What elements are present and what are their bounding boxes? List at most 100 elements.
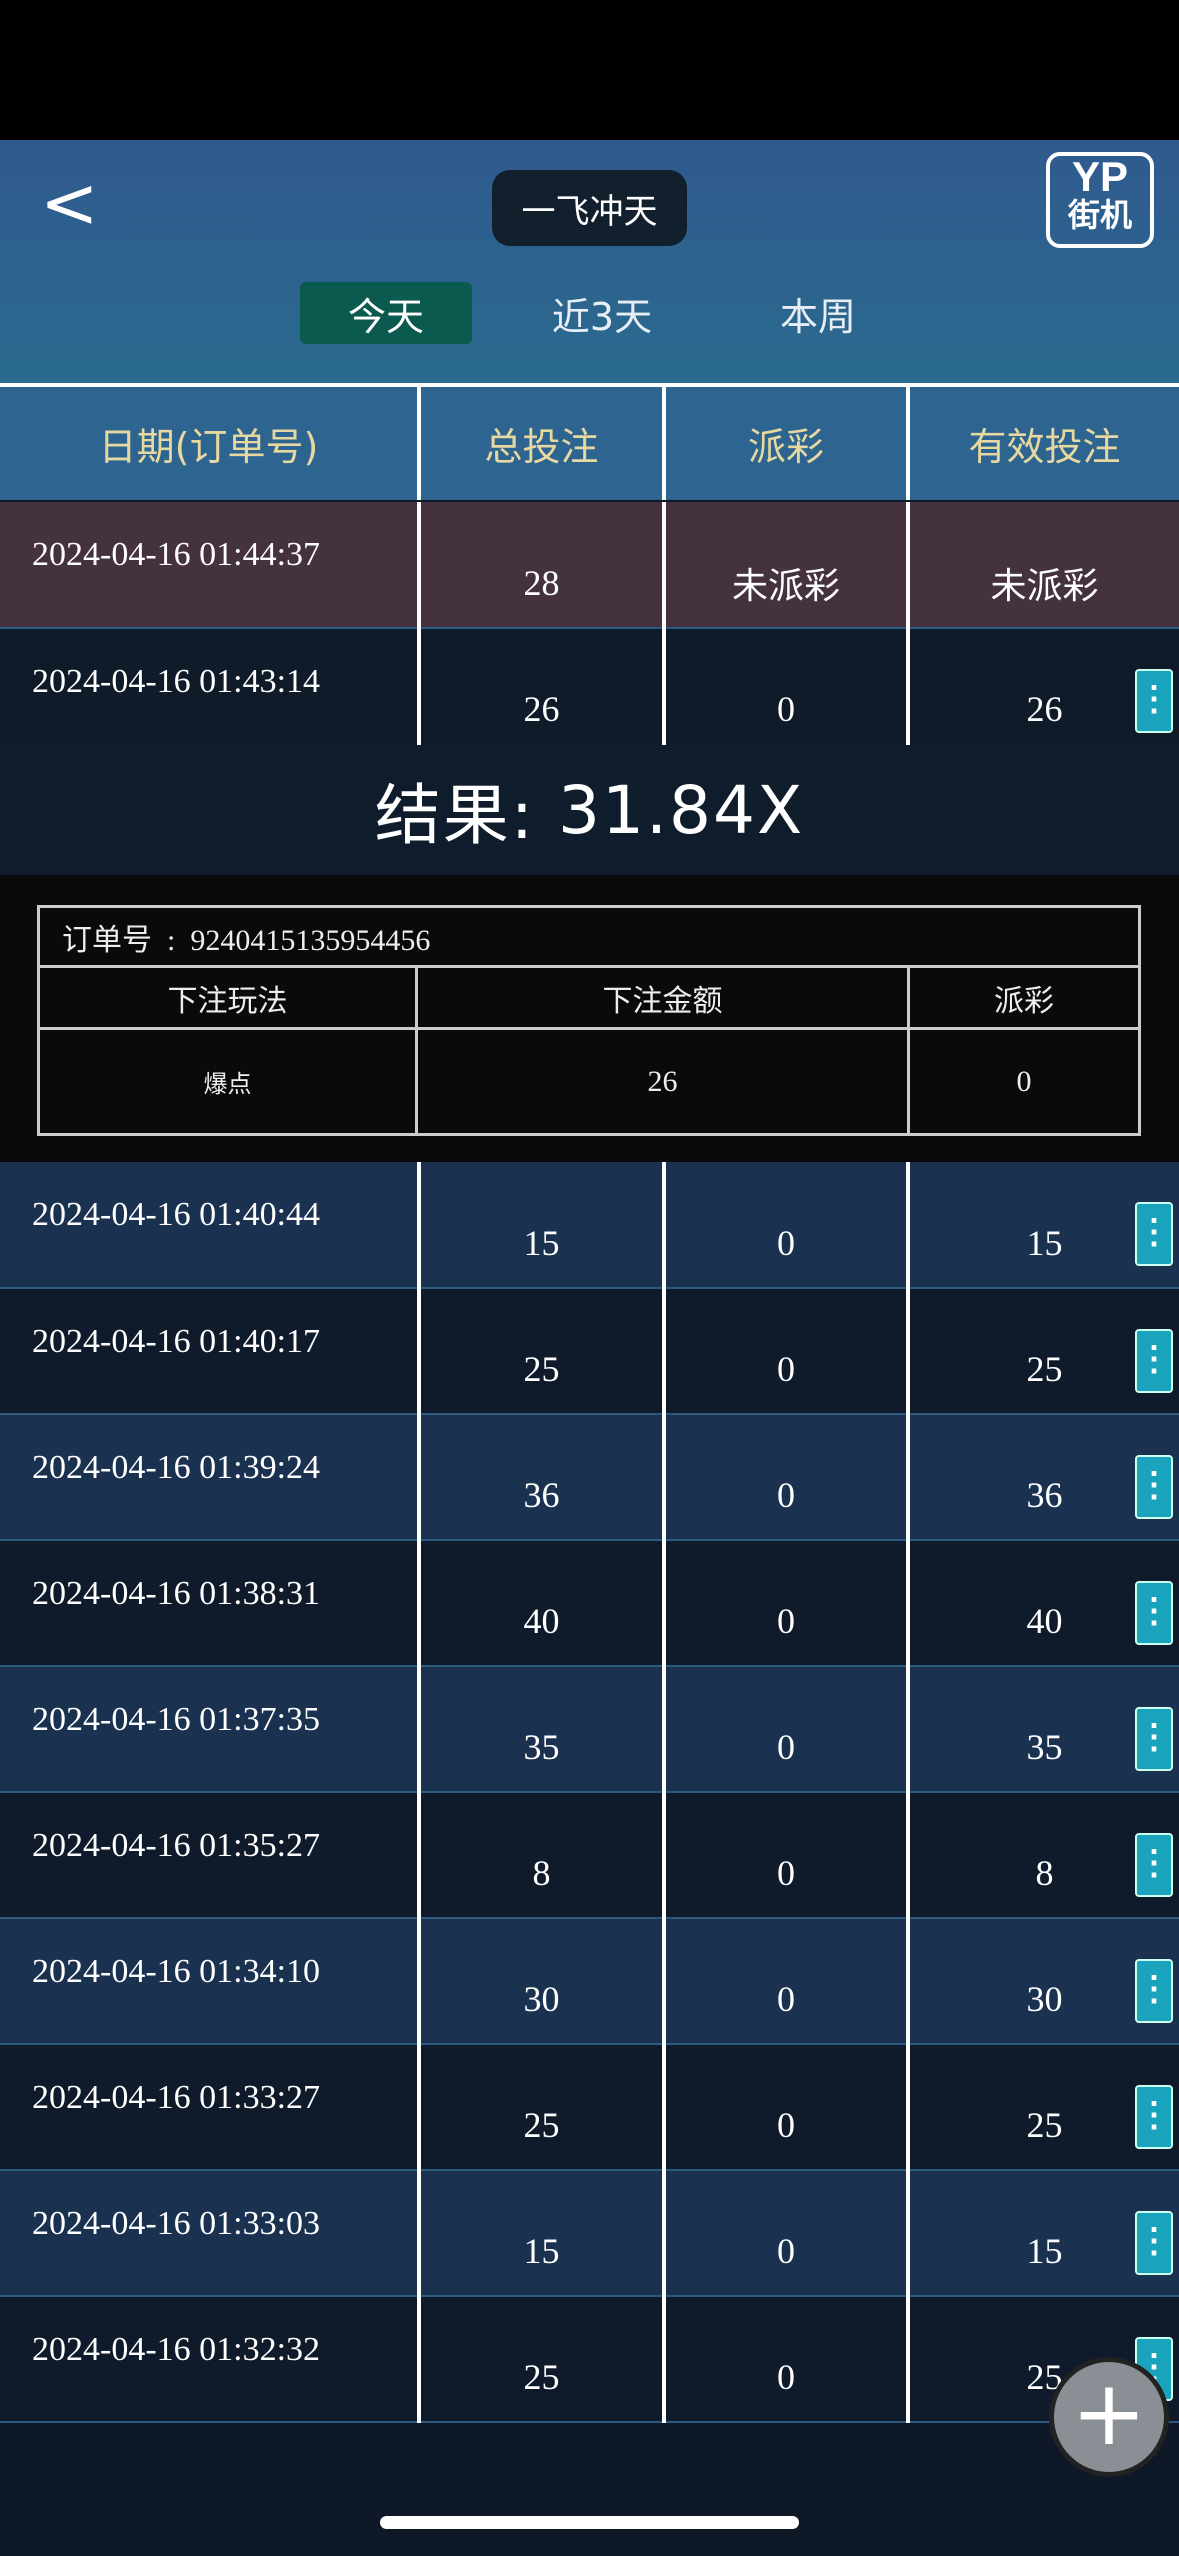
cell-total-bet: 8 [417,1792,664,1918]
tab-last-3-days[interactable]: 近3天 [551,294,653,339]
game-title: 一飞冲天 [492,170,687,246]
cell-date: 2024-04-16 01:35:27 [0,1792,419,1918]
cell-total-bet: 35 [417,1666,664,1792]
cell-valid-bet: 15 ⋮ [906,2170,1179,2296]
cell-payout-text: 0 [777,1475,795,1515]
cell-total-bet: 28 [417,502,664,628]
more-options-icon[interactable]: ⋮ [1135,669,1173,733]
more-options-icon[interactable]: ⋮ [1135,1707,1173,1771]
cell-date: 2024-04-16 01:37:35 [0,1666,419,1792]
table-row[interactable]: 2024-04-16 01:35:27 8 0 8 ⋮ [0,1792,1179,1918]
table-header: 日期(订单号) 总投注 派彩 有效投注 [0,383,1179,500]
cell-payout-text: 0 [777,689,795,729]
top-rows: 2024-04-16 01:44:37 28 未派彩 未派彩 2024-04-16 01… [0,502,1179,755]
cell-payout: 0 [662,1540,908,1666]
home-indicator[interactable] [380,2516,799,2529]
cell-payout-text: 0 [777,1979,795,2019]
cell-valid-bet: 8 ⋮ [906,1792,1179,1918]
cell-payout-text: 0 [777,1601,795,1641]
table-row[interactable]: 2024-04-16 01:37:35 35 0 35 ⋮ [0,1666,1179,1792]
tab-this-week[interactable]: 本周 [779,294,856,339]
table-row[interactable]: 2024-04-16 01:38:31 40 0 40 ⋮ [0,1540,1179,1666]
cell-valid-bet-text: 36 [1026,1475,1063,1515]
period-tabs: 今天 近3天 本周 [300,282,948,344]
cell-payout: 未派彩 [662,502,908,628]
table-row[interactable]: 2024-04-16 01:33:03 15 0 15 ⋮ [0,2170,1179,2296]
cell-date-text: 2024-04-16 01:37:35 [32,1701,321,1738]
more-options-icon[interactable]: ⋮ [1135,1959,1173,2023]
cell-total-bet-text: 25 [523,2105,560,2145]
col-date: 日期(订单号) [0,385,419,500]
cell-date-text: 2024-04-16 01:33:27 [32,2079,321,2116]
cell-payout: 0 [662,628,908,754]
cell-valid-bet-text: 15 [1026,1222,1063,1263]
cell-payout: 0 [662,1666,908,1792]
order-label: 订单号 [62,923,152,957]
cell-total-bet: 26 [417,628,664,754]
col-payout: 派彩 [662,385,908,500]
cell-total-bet-text: 8 [532,1853,551,1893]
cell-date-text: 2024-04-16 01:40:44 [32,1196,321,1233]
cell-date: 2024-04-16 01:33:03 [0,2170,419,2296]
cell-payout: 0 [662,1288,908,1414]
more-options-icon[interactable]: ⋮ [1135,1202,1173,1266]
cell-payout: 0 [662,2170,908,2296]
cell-date-text: 2024-04-16 01:34:10 [32,1953,321,1990]
cell-date: 2024-04-16 01:32:32 [0,2296,419,2422]
more-options-icon[interactable]: ⋮ [1135,1833,1173,1897]
cell-payout-text: 0 [777,1853,795,1893]
detail-play: 爆点 [37,1027,418,1136]
cell-date: 2024-04-16 01:44:37 [0,502,419,628]
cell-total-bet: 30 [417,1918,664,2044]
table-row[interactable]: 2024-04-16 01:44:37 28 未派彩 未派彩 [0,502,1179,628]
cell-valid-bet-text: 未派彩 [990,565,1099,606]
table-row[interactable]: 2024-04-16 01:33:27 25 0 25 ⋮ [0,2044,1179,2170]
cell-valid-bet-text: 35 [1026,1727,1063,1767]
cell-valid-bet-text: 40 [1026,1601,1063,1641]
cell-payout: 0 [662,1918,908,2044]
order-detail-table: 订单号 : 9240415135954456 下注玩法 下注金额 派彩 爆点 26 0 [37,905,1141,1136]
cell-total-bet-text: 15 [523,2231,560,2271]
more-options-icon[interactable]: ⋮ [1135,2211,1173,2275]
cell-payout: 0 [662,2044,908,2170]
cell-date: 2024-04-16 01:38:31 [0,1540,419,1666]
cell-valid-bet: 35 ⋮ [906,1666,1179,1792]
cell-valid-bet-text: 8 [1035,1853,1054,1893]
cell-date: 2024-04-16 01:40:17 [0,1288,419,1414]
cell-valid-bet: 30 ⋮ [906,1918,1179,2044]
table-row[interactable]: 2024-04-16 01:43:14 26 0 26 ⋮ [0,628,1179,754]
cell-total-bet: 15 [417,2170,664,2296]
cell-date-text: 2024-04-16 01:35:27 [32,1827,321,1864]
yp-logo: YP 街机 [1046,152,1154,248]
cell-payout: 0 [662,1162,908,1288]
cell-payout-text: 0 [777,1727,795,1767]
cell-valid-bet: 15 ⋮ [906,1162,1179,1288]
table-row[interactable]: 2024-04-16 01:40:44 15 0 15 ⋮ [0,1162,1179,1288]
table-row[interactable]: 2024-04-16 01:40:17 25 0 25 ⋮ [0,1288,1179,1414]
cell-date-text: 2024-04-16 01:44:37 [32,536,321,573]
cell-date-text: 2024-04-16 01:32:32 [32,2331,321,2368]
cell-payout: 0 [662,2296,908,2422]
cell-total-bet: 25 [417,2044,664,2170]
more-options-icon[interactable]: ⋮ [1135,1455,1173,1519]
table-row[interactable]: 2024-04-16 01:34:10 30 0 30 ⋮ [0,1918,1179,2044]
detail-col-payout: 派彩 [907,965,1141,1030]
table-row[interactable]: 2024-04-16 01:32:32 25 0 25 ⋮ [0,2296,1179,2422]
cell-payout: 0 [662,1414,908,1540]
cell-valid-bet: 26 ⋮ [906,628,1179,754]
cell-date-text: 2024-04-16 01:40:17 [32,1323,321,1360]
table-row[interactable]: 2024-04-16 01:39:24 36 0 36 ⋮ [0,1414,1179,1540]
back-button[interactable]: < [40,162,99,244]
tab-today[interactable]: 今天 [300,282,472,344]
cell-total-bet-text: 36 [523,1475,560,1515]
logo-text: YP [1071,153,1129,200]
more-options-icon[interactable]: ⋮ [1135,1329,1173,1393]
more-options-icon[interactable]: ⋮ [1135,2085,1173,2149]
status-bar [0,0,1179,140]
cell-total-bet: 25 [417,2296,664,2422]
cell-total-bet-text: 35 [523,1727,560,1767]
cell-valid-bet: 未派彩 [906,502,1179,628]
more-options-icon[interactable]: ⋮ [1135,1581,1173,1645]
detail-col-play: 下注玩法 [37,965,418,1030]
add-button[interactable]: + [1049,2357,1169,2477]
